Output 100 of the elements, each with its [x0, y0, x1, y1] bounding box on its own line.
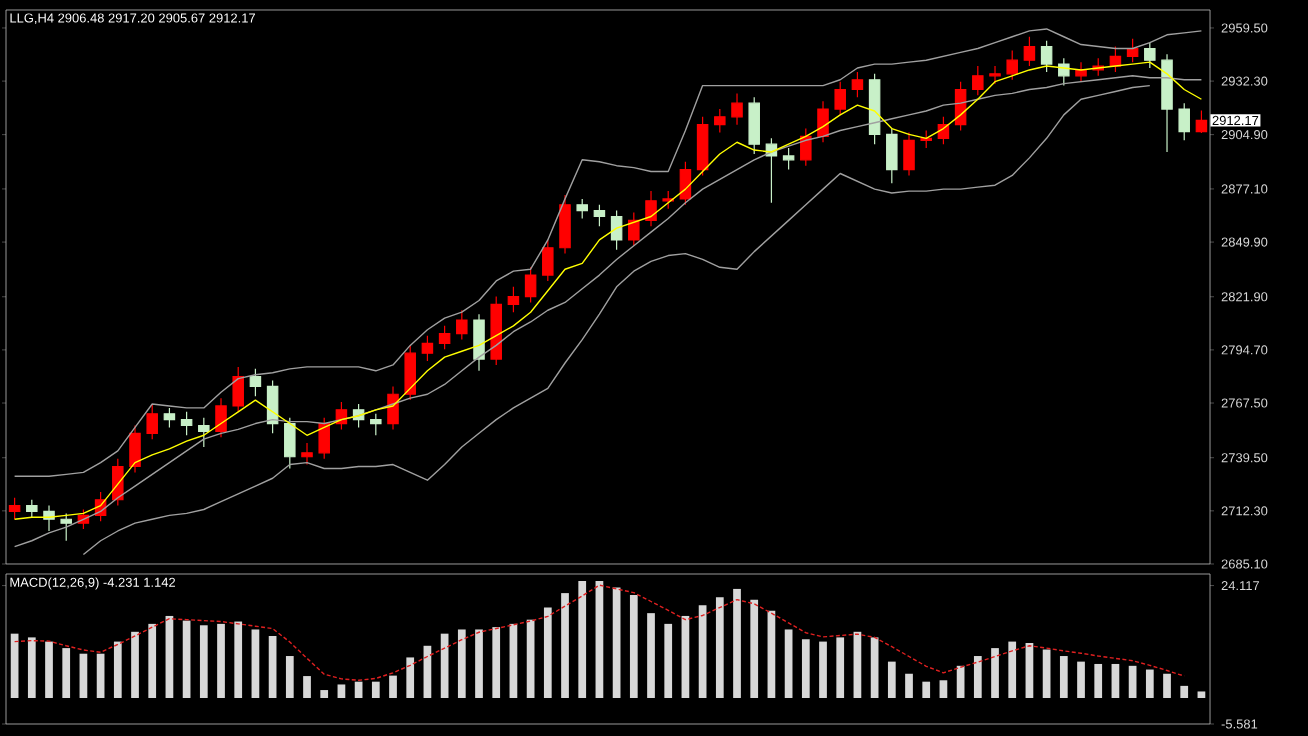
candlestick: [576, 198, 588, 220]
bar: [664, 623, 673, 698]
bar: [303, 676, 311, 698]
candlestick: [1178, 102, 1190, 141]
bar: [1163, 673, 1171, 698]
bar: [836, 637, 845, 698]
candlestick: [387, 385, 399, 431]
candlestick: [800, 127, 812, 167]
candlestick: [215, 397, 227, 438]
candlestick: [180, 411, 193, 436]
candlestick: [782, 147, 795, 171]
bar: [320, 690, 329, 698]
bar: [715, 597, 724, 698]
bar: [1059, 656, 1068, 698]
bar: [62, 648, 71, 698]
candlestick: [714, 108, 726, 134]
bar: [750, 599, 759, 698]
bar: [578, 580, 587, 698]
bar: [991, 648, 999, 698]
bar: [251, 629, 260, 698]
candlestick: [370, 413, 382, 436]
bar: [217, 623, 225, 698]
candlestick: [232, 366, 244, 413]
candlestick: [748, 96, 760, 155]
candlestick: [1161, 53, 1173, 153]
bar: [1042, 649, 1051, 698]
candlestick: [301, 442, 313, 466]
candlestick: [60, 512, 72, 542]
candlestick: [421, 335, 434, 362]
bar: [113, 641, 122, 698]
bar: [973, 656, 982, 698]
candlestick: [834, 81, 846, 116]
candlestick: [146, 403, 158, 440]
candlestick: [249, 368, 262, 397]
bar: [1180, 685, 1189, 698]
bar: [337, 684, 346, 698]
bar: [131, 631, 139, 698]
bar: [475, 629, 483, 698]
bar: [561, 593, 569, 698]
candlestick: [1006, 49, 1018, 81]
candlestick: [1144, 42, 1156, 69]
bar: [1145, 669, 1154, 698]
bar: [45, 641, 53, 698]
candlestick: [318, 417, 330, 460]
candlestick: [696, 116, 709, 177]
candlestick: [868, 73, 881, 145]
candlestick: [507, 286, 520, 313]
bar: [595, 580, 604, 698]
bar: [509, 623, 518, 698]
candlestick: [851, 71, 864, 98]
bar: [543, 607, 552, 698]
bar: [79, 653, 88, 698]
candlestick: [593, 204, 606, 227]
candlestick: [456, 309, 468, 341]
candlestick: [1195, 109, 1208, 134]
bar: [784, 629, 793, 698]
candlestick: [817, 100, 829, 143]
bar: [647, 613, 655, 698]
bar: [457, 629, 466, 698]
candlestick: [8, 497, 21, 520]
candlestick: [1040, 40, 1053, 73]
candlestick: [1075, 61, 1087, 83]
candlestick: [524, 266, 537, 304]
candlestick: [542, 239, 554, 282]
candlestick: [645, 190, 657, 227]
bar: [698, 605, 707, 698]
bar: [285, 656, 294, 698]
bar: [371, 681, 380, 698]
candlestick: [284, 417, 296, 470]
candlestick: [198, 417, 210, 448]
candlestick: [404, 344, 416, 401]
candlestick: [628, 211, 640, 247]
bar: [922, 681, 931, 698]
candlestick: [438, 325, 451, 350]
candlestick: [1023, 36, 1036, 67]
bar: [182, 620, 191, 698]
bar: [612, 587, 621, 698]
bar: [199, 625, 208, 698]
bar: [939, 680, 948, 698]
candlestick: [731, 92, 743, 126]
bar: [1111, 663, 1120, 698]
bar: [1077, 661, 1085, 698]
bar: [733, 588, 741, 698]
bar: [234, 621, 243, 698]
candlestick: [972, 65, 984, 96]
bar: [27, 637, 36, 698]
bar: [406, 657, 415, 698]
candlestick: [559, 194, 571, 255]
bar: [629, 594, 638, 698]
candlestick: [903, 131, 915, 177]
bar: [148, 623, 157, 698]
bar: [819, 641, 827, 698]
bar: [870, 637, 879, 698]
candlestick: [989, 65, 1001, 85]
bar: [1094, 663, 1103, 698]
candlestick: [886, 127, 898, 184]
bar: [268, 635, 277, 698]
candlestick: [473, 313, 485, 372]
bar: [96, 653, 105, 698]
bar: [801, 639, 810, 698]
